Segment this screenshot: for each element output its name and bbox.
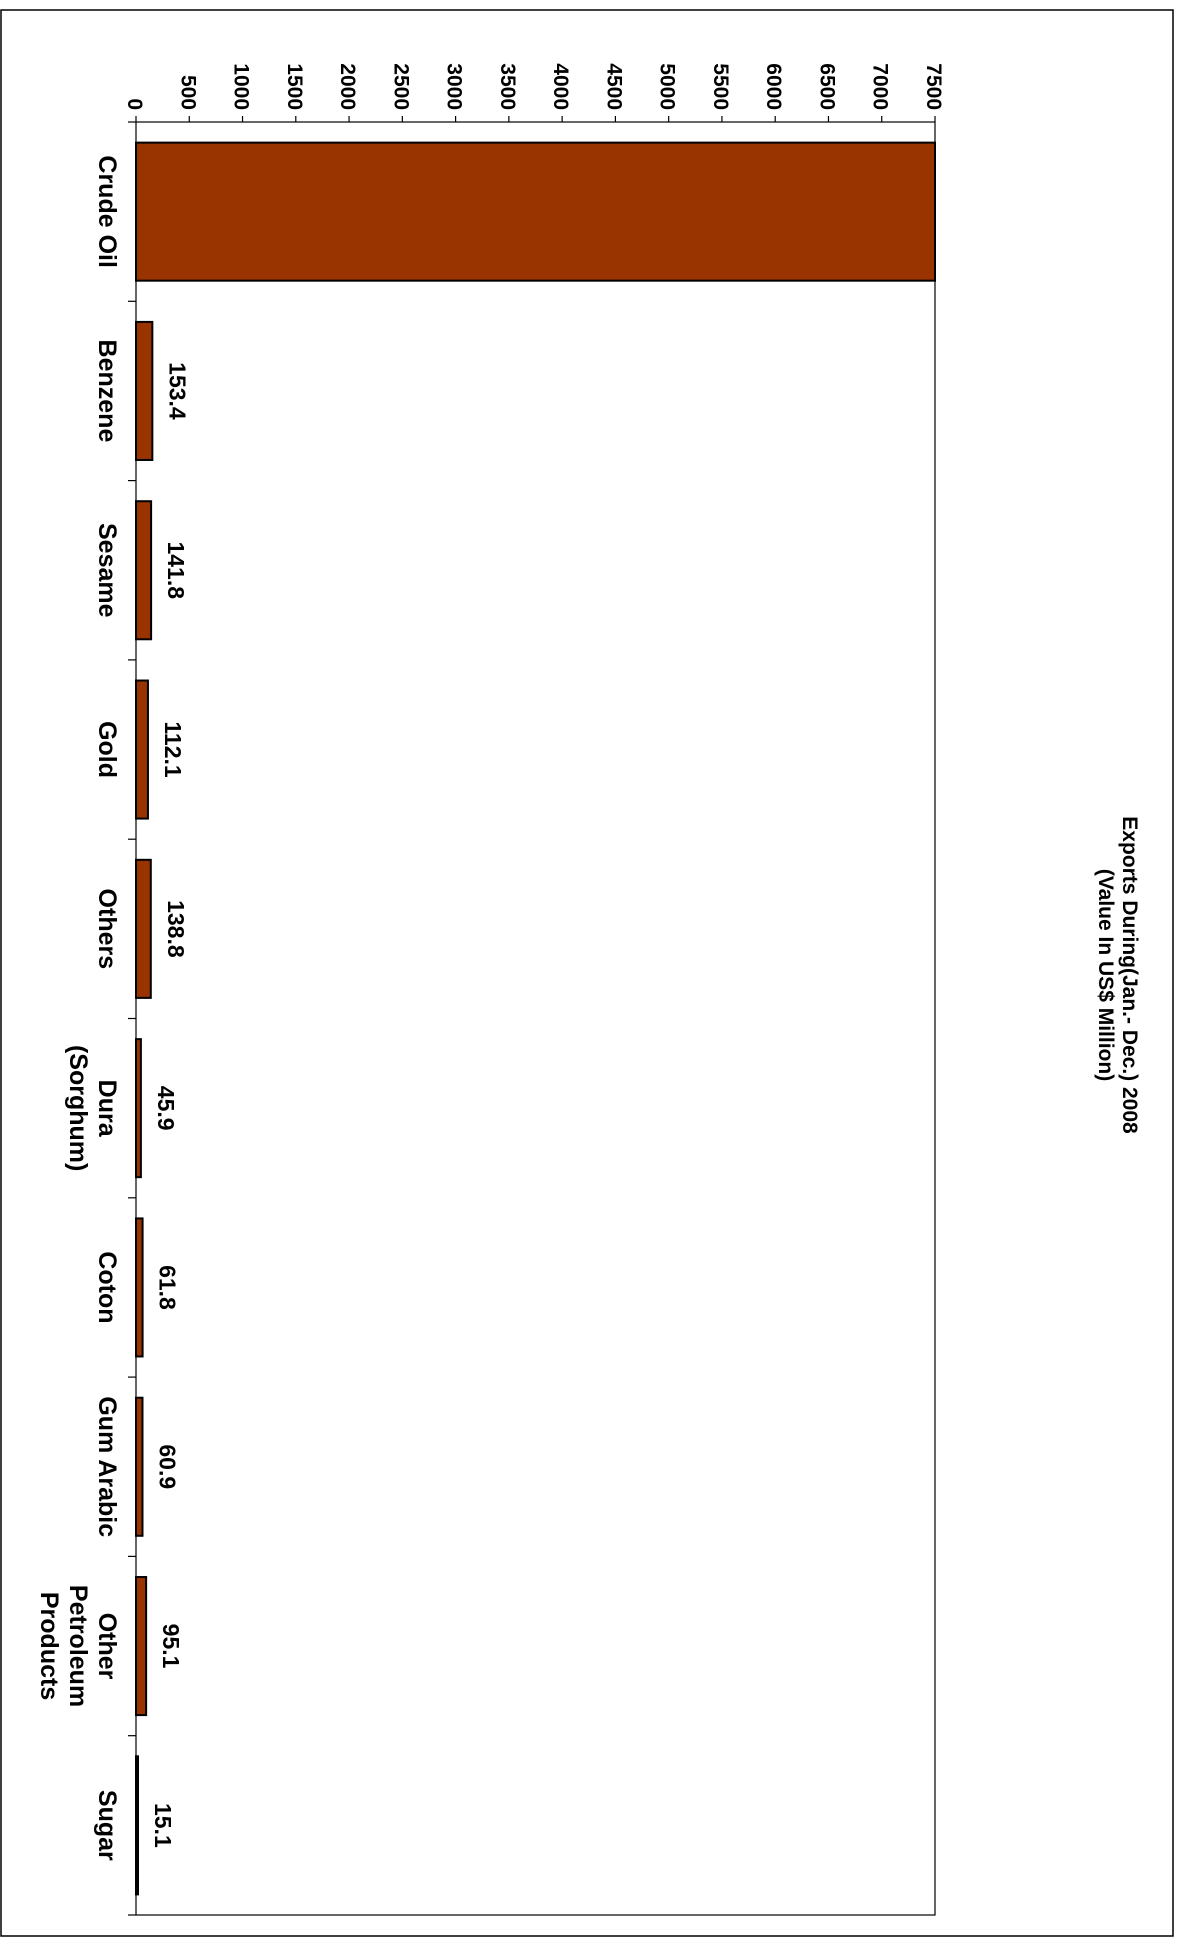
value-tick-label: 500 (176, 75, 199, 110)
data-label: 141.8 (163, 541, 189, 599)
value-tick-label: 1000 (230, 63, 253, 110)
data-label: 95.1 (158, 1624, 184, 1669)
category-label: (Sorghum) (64, 1045, 92, 1171)
bar (135, 1396, 144, 1537)
plot-area (135, 121, 936, 1916)
value-tick-label: 7500 (922, 63, 945, 110)
value-tick-label: 2000 (336, 63, 359, 110)
value-tick-label: 4500 (602, 63, 625, 110)
bar (135, 858, 152, 999)
value-tick-label: 5000 (656, 63, 679, 110)
chart-title-line1: Exports During(Jan.- Dec.) 2008 (1118, 816, 1141, 1134)
chart-border (0, 9, 1174, 1937)
bars-group (135, 141, 936, 1896)
category-label: Dura (93, 1080, 121, 1138)
value-tick-label: 4000 (549, 63, 572, 110)
category-label: Coton (93, 1251, 121, 1323)
category-axis: Crude Oil Benzene Sesame Gold Others Dura(Sor… (35, 121, 136, 1916)
data-label: 45.9 (153, 1086, 179, 1131)
data-label: 153.4 (164, 362, 190, 420)
category-label: Other (93, 1613, 121, 1680)
bar (135, 141, 936, 282)
bar (135, 1038, 142, 1179)
category-label: Benzene (93, 340, 121, 443)
bar (135, 1217, 144, 1358)
data-label: 60.9 (154, 1444, 180, 1489)
value-tick-label: 3500 (496, 63, 519, 110)
category-label: Gold (93, 721, 121, 778)
value-tick-label: 1500 (283, 63, 306, 110)
value-tick-label: 6500 (815, 63, 838, 110)
category-label: Products (35, 1592, 63, 1700)
value-tick-label: 5500 (709, 63, 732, 110)
bar (135, 1755, 139, 1896)
category-label: Sugar (93, 1790, 121, 1861)
bar (135, 679, 149, 820)
category-label: Petroleum (64, 1585, 92, 1707)
category-label: Crude Oil (93, 155, 121, 268)
value-tick-label: 6000 (762, 63, 785, 110)
category-label: Gum Arabic (93, 1396, 121, 1537)
bar (135, 1576, 148, 1717)
value-tick-label: 2500 (389, 63, 412, 110)
value-tick-label: 7000 (869, 63, 892, 110)
data-labels-group: 153.4 141.8 112.1 138.8 45.9 61.8 60.9 95.1 15.1 (150, 362, 190, 1848)
data-label: 138.8 (163, 900, 189, 958)
value-axis: 0 500 1000 1500 2000 2500 3000 3500 4000 4500 5000… (123, 63, 945, 122)
category-label: Others (93, 889, 121, 970)
data-label: 61.8 (155, 1265, 181, 1310)
data-label: 15.1 (150, 1803, 176, 1848)
data-label: 112.1 (160, 721, 186, 777)
category-label: Sesame (93, 523, 121, 618)
bar (135, 500, 153, 641)
bar (135, 320, 154, 461)
chart-title-line2: (Value In US$ Million) (1094, 869, 1117, 1081)
value-tick-label: 3000 (443, 63, 466, 110)
value-tick-label: 0 (123, 98, 146, 110)
